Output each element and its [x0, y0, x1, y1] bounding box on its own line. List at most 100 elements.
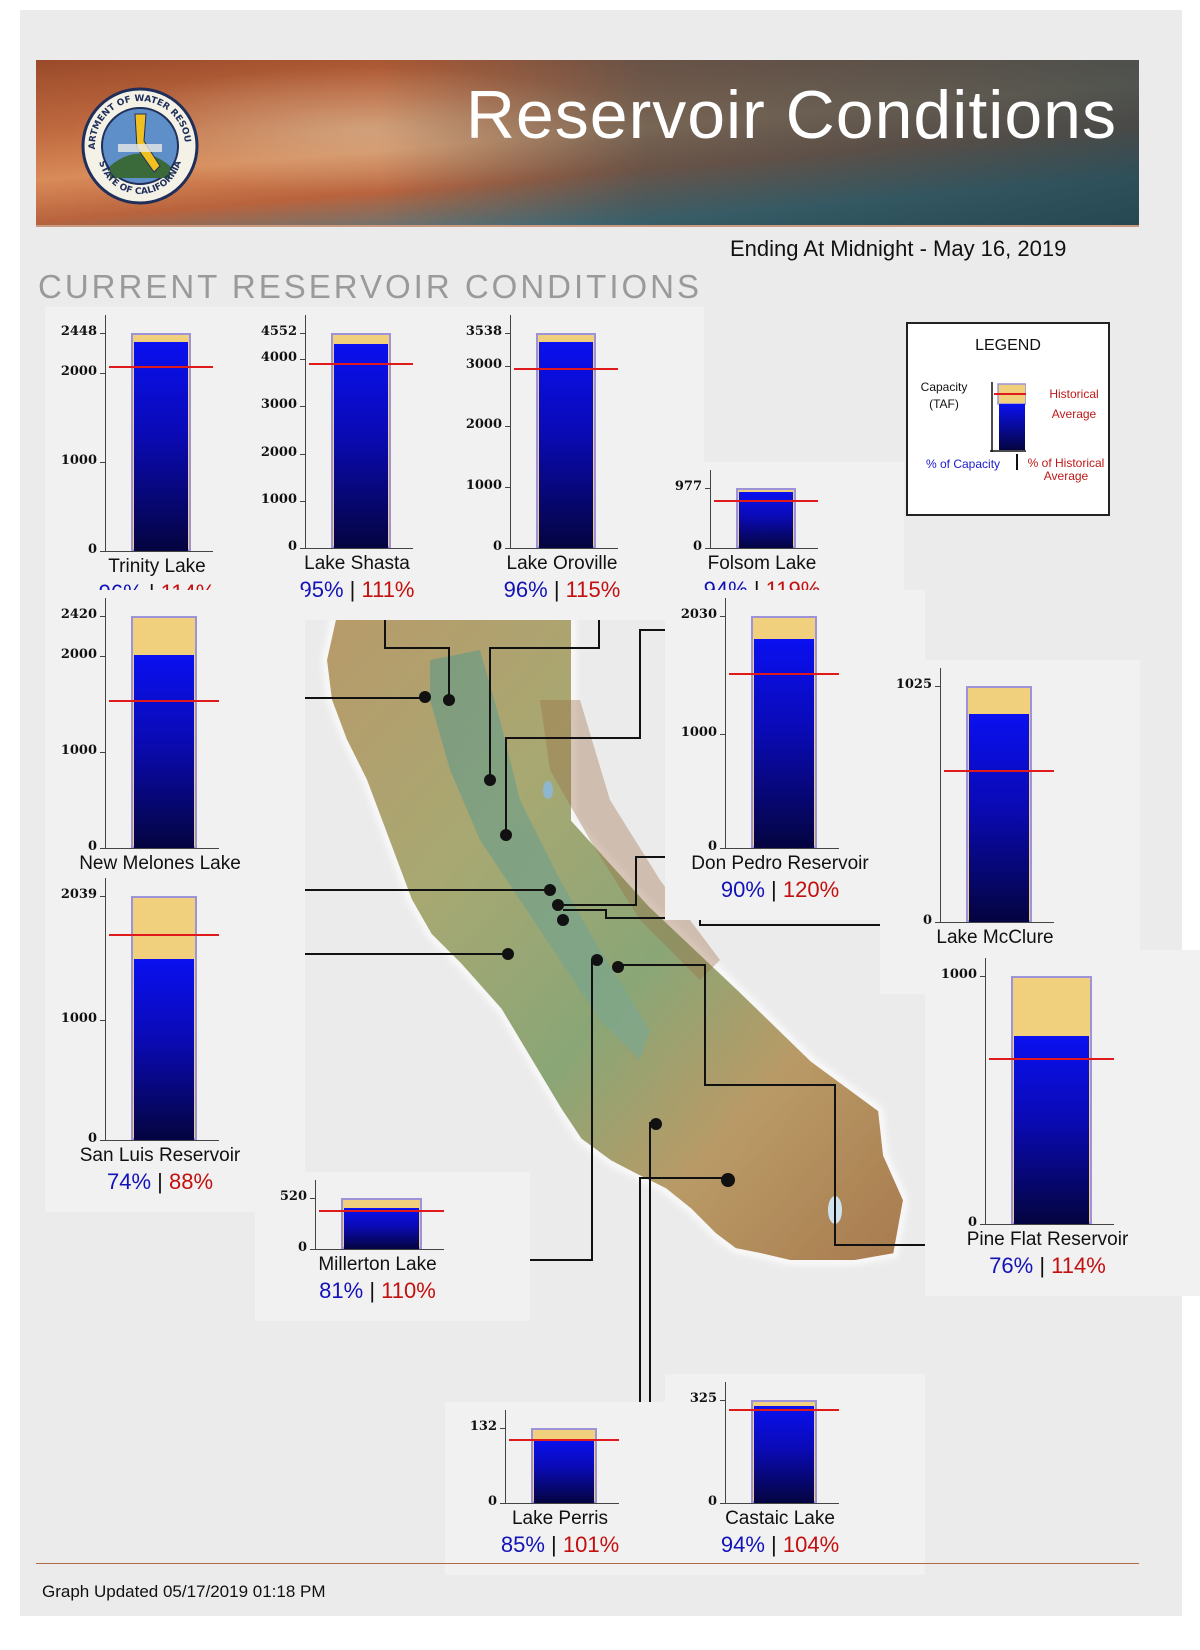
- percent-of-historical-average: 114%: [1051, 1253, 1106, 1278]
- y-tick-label: 1000: [60, 743, 97, 759]
- marker-lake-perris: [721, 1173, 735, 1187]
- percent-of-historical-average: 115%: [565, 577, 621, 602]
- marker-san-luis-reservoir: [502, 948, 514, 960]
- y-tick-mark: [300, 548, 305, 549]
- y-axis: [505, 1410, 506, 1503]
- percent-separator: |: [343, 577, 362, 602]
- y-tick-label: 0: [87, 839, 97, 854]
- percent-of-historical-average: 120%: [782, 877, 840, 902]
- percent-separator: |: [748, 577, 766, 602]
- historical-average-line: [319, 1210, 444, 1213]
- x-axis: [940, 922, 1054, 923]
- percent-of-capacity: 76%: [989, 1253, 1034, 1278]
- historical-average-line: [729, 673, 839, 676]
- marker-lake-mcclure: [557, 914, 569, 926]
- percent-separator: |: [363, 1278, 382, 1303]
- historical-average-line: [989, 1057, 1114, 1060]
- percent-of-capacity: 94%: [720, 1532, 765, 1557]
- dwr-seal-logo: DEPARTMENT OF WATER RESOURCES STATE OF C…: [80, 86, 199, 205]
- legend-historical-label: Historical Average: [1049, 387, 1099, 421]
- percent-separator: |: [547, 577, 566, 602]
- y-tick-mark: [100, 333, 105, 334]
- reservoir-percentages: 85% | 101%: [450, 1532, 670, 1558]
- y-axis: [710, 470, 711, 548]
- y-tick-label: 2000: [60, 647, 97, 663]
- y-tick-label: 977: [674, 479, 702, 494]
- y-tick-label: 0: [492, 539, 502, 554]
- marker-new-melones-lake: [544, 884, 556, 896]
- storage-bar: [134, 655, 194, 848]
- reservoir-percentages: 95% | 111%: [247, 577, 467, 603]
- y-tick-label: 2448: [60, 324, 97, 339]
- percent-of-historical-average: 88%: [168, 1169, 214, 1194]
- y-tick-mark: [720, 848, 725, 849]
- y-tick-label: 3538: [465, 324, 502, 339]
- x-axis: [505, 1503, 619, 1504]
- y-tick-label: 0: [297, 1240, 307, 1255]
- historical-average-line: [109, 700, 219, 703]
- marker-lake-oroville: [484, 774, 496, 786]
- y-axis: [315, 1180, 316, 1249]
- footer-divider: [36, 1563, 1139, 1564]
- y-tick-label: 1000: [260, 491, 297, 507]
- legend-pct-capacity-label: % of Capacity: [926, 457, 1001, 471]
- y-tick-mark: [100, 616, 105, 617]
- y-tick-label: 4552: [260, 324, 297, 339]
- y-tick-label: 0: [87, 542, 97, 557]
- percent-separator: |: [764, 877, 783, 902]
- y-tick-mark: [980, 1224, 985, 1225]
- y-tick-mark: [980, 976, 985, 977]
- y-tick-label: 0: [707, 1494, 717, 1509]
- reservoir-name: New Melones Lake: [79, 853, 241, 874]
- legend-title: LEGEND: [975, 337, 1041, 354]
- storage-bar: [534, 1439, 594, 1503]
- y-tick-mark: [300, 406, 305, 408]
- legend-separator: [1016, 454, 1018, 470]
- reservoir-name: Folsom Lake: [707, 553, 817, 574]
- reservoir-name: Don Pedro Reservoir: [691, 853, 869, 874]
- y-axis: [105, 598, 106, 848]
- y-tick-mark: [720, 616, 725, 617]
- y-tick-label: 4000: [260, 350, 297, 366]
- y-tick-label: 0: [967, 1215, 977, 1230]
- y-tick-mark: [300, 453, 305, 455]
- historical-average-line: [729, 1408, 839, 1411]
- percent-of-historical-average: 111%: [361, 577, 415, 602]
- y-tick-label: 0: [692, 539, 702, 554]
- y-tick-mark: [705, 548, 710, 549]
- y-tick-mark: [720, 1400, 725, 1401]
- historical-average-line: [944, 770, 1054, 773]
- y-tick-mark: [100, 656, 105, 658]
- y-tick-label: 520: [279, 1189, 307, 1204]
- x-axis: [105, 551, 213, 552]
- historical-average-line: [109, 366, 213, 369]
- y-tick-label: 0: [487, 1494, 497, 1509]
- storage-bar: [539, 341, 593, 548]
- y-tick-mark: [505, 426, 510, 428]
- y-axis: [985, 958, 986, 1224]
- y-axis: [305, 315, 306, 548]
- y-tick-mark: [100, 461, 105, 463]
- y-axis: [725, 1382, 726, 1503]
- y-tick-mark: [505, 365, 510, 367]
- y-axis: [940, 668, 941, 922]
- reservoir-percentages: 96% | 115%: [452, 577, 672, 603]
- legend-pct-historical-label: % of Historical Average: [1027, 456, 1105, 483]
- y-tick-label: 2039: [60, 887, 97, 902]
- storage-bar: [754, 639, 814, 848]
- historical-average-line: [714, 499, 818, 502]
- y-tick-label: 132: [469, 1419, 497, 1434]
- percent-of-capacity: 81%: [319, 1278, 364, 1303]
- y-tick-mark: [300, 359, 305, 361]
- graph-updated: Graph Updated 05/17/2019 01:18 PM: [42, 1582, 326, 1601]
- percent-of-historical-average: 101%: [562, 1532, 620, 1557]
- reservoir-name: Castaic Lake: [725, 1508, 835, 1529]
- y-tick-mark: [100, 848, 105, 849]
- storage-bar: [754, 1406, 814, 1503]
- marker-millerton-lake: [591, 954, 603, 966]
- reservoir-percentages: 81% | 110%: [268, 1278, 488, 1304]
- legend-capacity-label: Capacity (TAF): [920, 380, 968, 411]
- percent-of-capacity: 90%: [720, 877, 765, 902]
- reservoir-name: Lake Oroville: [506, 553, 618, 574]
